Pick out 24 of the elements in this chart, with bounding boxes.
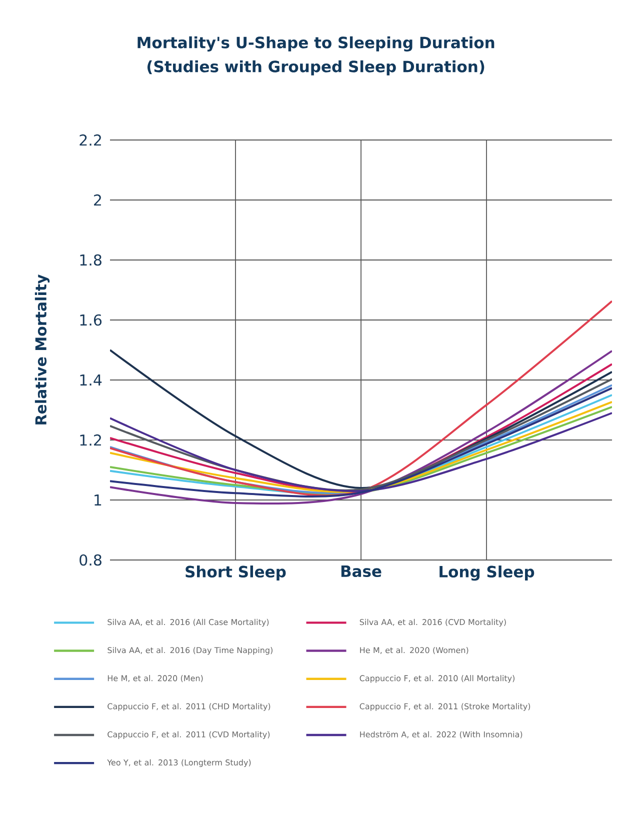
legend-label: Cappuccio F, et al. 2011 (Stroke Mortality) <box>360 703 530 711</box>
y-axis-title: Relative Mortality <box>34 274 50 424</box>
y-tick-label: 1 <box>94 494 102 506</box>
legend-label: Silva AA, et al. 2016 (Day Time Napping) <box>108 646 272 655</box>
legend-label: He M, et al. 2020 (Women) <box>360 646 468 654</box>
y-tick-label: 2 <box>94 194 101 206</box>
legend-label: Hedström A, et al. 2022 (With Insomnia) <box>360 731 522 738</box>
chart-title: Mortality's U-Shape to Sleeping Duration (Studies with Grouped Sleep Duration) <box>138 36 494 76</box>
y-tick-label: 1.6 <box>80 314 102 326</box>
legend-label: He M, et al. 2020 (Men) <box>108 675 203 682</box>
legend-label: Cappuccio F, et al. 2011 (CHD Mortality) <box>108 703 270 711</box>
legend-label: Silva AA, et al. 2016 (All Case Mortality) <box>108 618 269 627</box>
y-tick-label: 1.2 <box>80 434 101 446</box>
x-tick-label: Short Sleep <box>186 566 286 581</box>
legend-label: Cappuccio F, et al. 2011 (CVD Mortality) <box>108 731 270 739</box>
y-tick-label: 2.2 <box>80 134 101 146</box>
legend-label: Cappuccio F, et al. 2010 (All Mortality) <box>360 675 514 683</box>
legend-label: Silva AA, et al. 2016 (CVD Mortality) <box>360 618 506 627</box>
y-tick-label: 1.8 <box>80 254 102 266</box>
y-tick-label: 0.8 <box>80 554 102 566</box>
x-tick-label: Long Sleep <box>440 566 534 581</box>
x-tick-label: Base <box>341 566 382 578</box>
legend-label: Yeo Y, et al. 2013 (Longterm Study) <box>107 759 251 768</box>
y-tick-label: 1.4 <box>80 374 102 386</box>
